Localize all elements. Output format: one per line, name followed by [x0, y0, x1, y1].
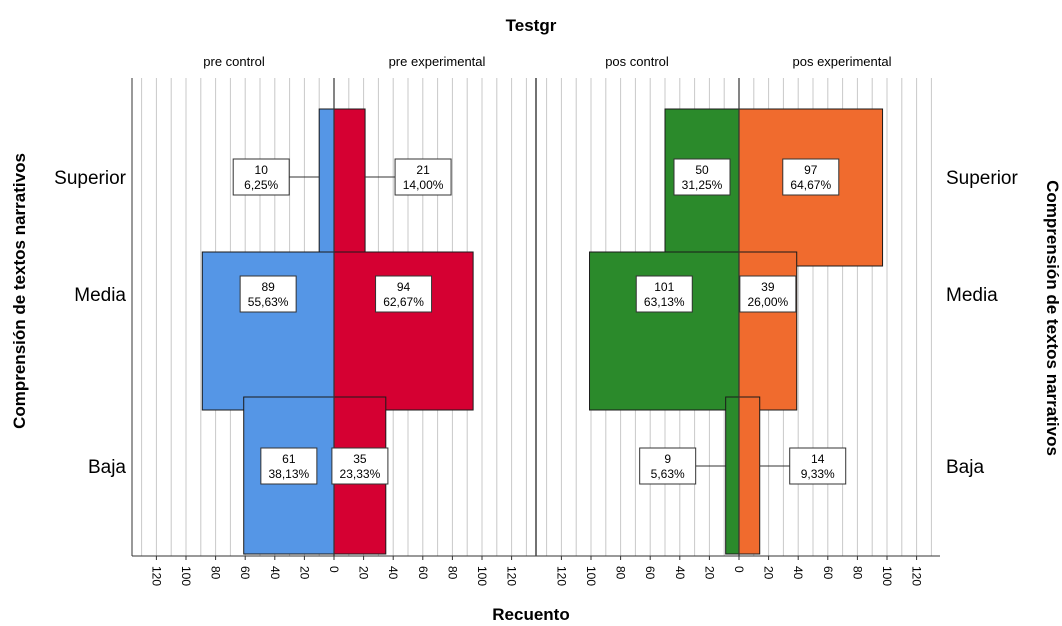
- data-label-box: [639, 447, 697, 485]
- data-label-box: [789, 447, 847, 485]
- bar-pre-right: [333, 108, 366, 267]
- data-label-count: 21: [416, 163, 430, 177]
- tick-label: 100: [475, 566, 489, 586]
- chart-title: Testgr: [506, 16, 557, 35]
- data-label-count: 10: [255, 163, 269, 177]
- data-label-box: [739, 275, 797, 313]
- tick-label: 60: [238, 566, 252, 580]
- group-label-pre-experimental: pre experimental: [389, 54, 486, 69]
- tick-label: 40: [791, 566, 805, 580]
- data-label-box: [394, 158, 452, 196]
- tick-label: 120: [910, 566, 924, 586]
- data-label-count: 50: [695, 163, 709, 177]
- tick-label: 100: [584, 566, 598, 586]
- frame-layer: [131, 78, 940, 557]
- tick-label: 120: [149, 566, 163, 586]
- data-label-count: 94: [397, 280, 411, 294]
- data-label-box: [260, 447, 318, 485]
- tick-label: 40: [386, 566, 400, 580]
- category-label-right: Superior: [946, 168, 1018, 189]
- bar-pos-right: [738, 396, 761, 555]
- data-label-box: [673, 158, 731, 196]
- data-label-count: 14: [811, 452, 825, 466]
- tick-label: 80: [209, 566, 223, 580]
- data-label-count: 39: [761, 280, 775, 294]
- data-label-percent: 64,67%: [790, 178, 831, 192]
- data-label-percent: 62,67%: [383, 295, 424, 309]
- data-label-count: 89: [261, 280, 275, 294]
- data-label-box: [331, 447, 389, 485]
- tick-label: 20: [702, 566, 716, 580]
- data-label-percent: 55,63%: [248, 295, 289, 309]
- data-label-percent: 9,33%: [801, 467, 835, 481]
- category-label-right: Baja: [946, 457, 984, 478]
- data-label-percent: 31,25%: [682, 178, 723, 192]
- tick-label: 120: [505, 566, 519, 586]
- data-label-percent: 14,00%: [403, 178, 444, 192]
- tick-label: 20: [297, 566, 311, 580]
- tick-label: 60: [643, 566, 657, 580]
- data-label-box: [239, 275, 297, 313]
- data-label-percent: 63,13%: [644, 295, 685, 309]
- category-label-left: Superior: [54, 168, 126, 189]
- tick-label: 100: [179, 566, 193, 586]
- tick-label: 80: [614, 566, 628, 580]
- tick-label: 20: [357, 566, 371, 580]
- tick-label: 20: [762, 566, 776, 580]
- data-label-count: 61: [282, 452, 296, 466]
- tick-label: 120: [554, 566, 568, 586]
- y-axis-label-right: Comprensión de textos narrativos: [1043, 180, 1062, 456]
- data-label-percent: 6,25%: [244, 178, 278, 192]
- data-label-percent: 38,13%: [269, 467, 310, 481]
- category-label-left: Media: [74, 285, 126, 306]
- data-label-box: [782, 158, 840, 196]
- tick-label: 0: [732, 566, 746, 573]
- tick-label: 40: [268, 566, 282, 580]
- data-label-percent: 26,00%: [748, 295, 789, 309]
- category-label-left: Baja: [88, 457, 126, 478]
- data-label-count: 35: [353, 452, 367, 466]
- data-label-box: [375, 275, 433, 313]
- tick-label: 60: [821, 566, 835, 580]
- bar-pos-left: [725, 396, 740, 555]
- tick-label: 100: [880, 566, 894, 586]
- group-label-pre-control: pre control: [203, 54, 265, 69]
- tick-label: 40: [673, 566, 687, 580]
- data-label-percent: 23,33%: [340, 467, 381, 481]
- group-label-pos-control: pos control: [605, 54, 669, 69]
- data-label-count: 9: [664, 452, 671, 466]
- tick-label: 0: [327, 566, 341, 573]
- y-axis-label-left: Comprensión de textos narrativos: [10, 153, 29, 429]
- data-label-count: 101: [654, 280, 674, 294]
- data-label-box: [232, 158, 290, 196]
- category-label-right: Media: [946, 285, 998, 306]
- tick-label: 80: [445, 566, 459, 580]
- x-axis-label: Recuento: [492, 605, 569, 624]
- tick-label: 60: [416, 566, 430, 580]
- group-label-pos-experimental: pos experimental: [793, 54, 892, 69]
- data-label-box: [635, 275, 693, 313]
- data-label-count: 97: [804, 163, 818, 177]
- tick-label: 80: [850, 566, 864, 580]
- bar-pre-left: [318, 108, 335, 267]
- data-label-percent: 5,63%: [651, 467, 685, 481]
